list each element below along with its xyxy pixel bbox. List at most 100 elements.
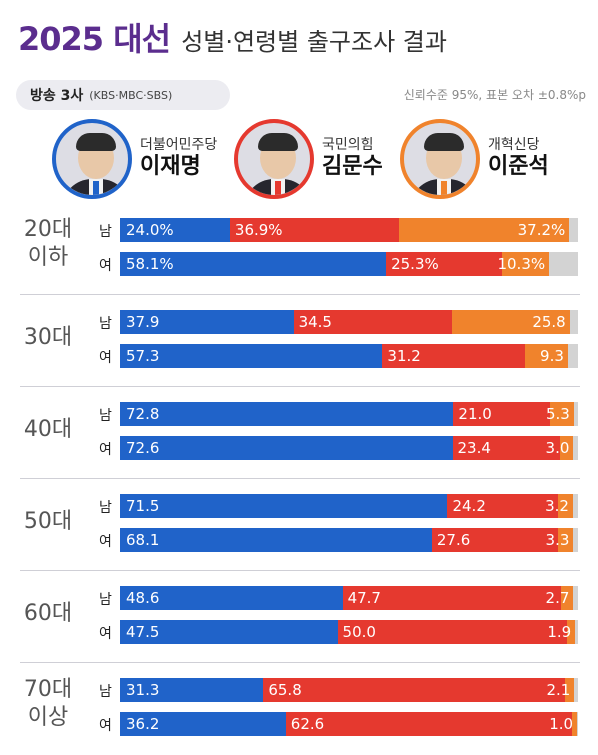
stacked-bar: 31.3 65.8 2.1 [120, 678, 578, 702]
bar-segment-이준석: 5.3 [546, 402, 574, 426]
data-label: 10.3% [497, 255, 546, 273]
group-divider [20, 478, 580, 479]
data-label: 5.3 [546, 405, 570, 423]
data-label: 47.5 [126, 623, 160, 641]
bar-segment-김문수: 25.3% [386, 252, 502, 276]
data-label: 36.2 [126, 715, 160, 733]
bar-segment-김문수: 65.8 [263, 678, 565, 702]
bar-segment-이재명: 47.5 [120, 620, 338, 644]
gender-label: 남 [99, 316, 112, 332]
data-label: 47.7 [347, 589, 381, 607]
group-divider [20, 386, 580, 387]
bar-segment-이준석: 2.1 [546, 678, 575, 702]
bar-segment-이재명: 36.2 [120, 712, 286, 736]
data-label: 34.5 [298, 313, 332, 331]
data-label: 65.8 [268, 681, 302, 699]
data-label: 48.6 [126, 589, 160, 607]
stacked-bar: 36.2 62.6 1.0 [120, 712, 578, 736]
stacked-bar: 71.5 24.2 3.2 [120, 494, 578, 518]
stacked-bar: 37.9 34.5 25.8 [120, 310, 578, 334]
data-label: 71.5 [126, 497, 160, 515]
data-label: 21.0 [458, 405, 492, 423]
group-divider [20, 294, 580, 295]
bar-segment-김문수: 27.6 [431, 528, 559, 552]
gender-label: 여 [99, 258, 112, 274]
bar-segment-김문수: 50.0 [337, 620, 567, 644]
stacked-bar: 58.1% 25.3% 10.3% [120, 252, 578, 276]
bar-segment-김문수: 47.7 [342, 586, 562, 610]
bar-segment-이재명: 68.1 [120, 528, 432, 552]
bar-segment-이재명: 37.9 [120, 310, 294, 334]
age-group-label: 20대 이하 [23, 217, 73, 270]
bar-segment-이준석: 3.2 [545, 494, 573, 518]
gender-label: 남 [99, 592, 112, 608]
gender-label: 여 [99, 626, 112, 642]
candidate-photo-icon [234, 119, 314, 199]
source-badge: 방송 3사 (KBS·MBC·SBS) [16, 80, 230, 110]
bar-segment-이준석: 10.3% [497, 252, 550, 276]
data-label: 1.0 [549, 715, 574, 733]
candidate-1: 더불어민주당 이재명 [52, 113, 217, 205]
stacked-bar: 47.5 50.0 1.9 [120, 620, 578, 644]
candidate-2: 국민의힘 김문수 [234, 113, 383, 205]
data-label: 72.6 [126, 439, 160, 457]
bar-segment-이재명: 58.1% [120, 252, 387, 276]
age-group-label: 50대 [23, 509, 73, 534]
gender-label: 남 [99, 408, 112, 424]
stacked-bar: 48.6 47.7 2.7 [120, 586, 578, 610]
data-label: 9.3 [540, 347, 564, 365]
candidate-name: 이재명 [140, 154, 201, 180]
data-label: 57.3 [126, 347, 160, 365]
gender-label: 여 [99, 442, 112, 458]
stacked-bar: 72.6 23.4 3.0 [120, 436, 578, 460]
gender-label: 여 [99, 534, 112, 550]
bar-segment-이재명: 72.8 [120, 402, 454, 426]
bar-segment-이준석: 2.7 [546, 586, 574, 610]
source-networks: (KBS·MBC·SBS) [89, 88, 173, 102]
chart-title: 2025 대선 성별·연령별 출구조사 결과 [18, 14, 447, 60]
data-label: 31.3 [126, 681, 160, 699]
data-label: 24.0% [126, 221, 174, 239]
bar-segment-이준석: 1.9 [547, 620, 576, 644]
candidate-3: 개혁신당 이준석 [400, 113, 549, 205]
bar-segment-이재명: 57.3 [120, 344, 383, 368]
bar-segment-이준석: 1.0 [549, 712, 578, 736]
bar-segment-김문수: 36.9% [229, 218, 399, 242]
data-label: 3.3 [545, 531, 570, 549]
candidate-party: 국민의힘 [322, 137, 374, 154]
bar-segment-이준석: 25.8 [451, 310, 570, 334]
bar-segment-이준석: 37.2% [398, 218, 570, 242]
stacked-bar: 24.0% 36.9% 37.2% [120, 218, 578, 242]
gender-label: 여 [99, 350, 112, 366]
bar-segment-이준석: 3.0 [546, 436, 574, 460]
bar-segment-김문수: 23.4 [452, 436, 560, 460]
gender-label: 여 [99, 718, 112, 734]
bar-segment-이재명: 71.5 [120, 494, 448, 518]
data-label: 25.8 [532, 313, 566, 331]
data-label: 68.1 [126, 531, 160, 549]
source-label: 방송 3사 [30, 88, 84, 104]
bar-segment-김문수: 21.0 [453, 402, 550, 426]
confidence-note: 신뢰수준 95%, 표본 오차 ±0.8%p [403, 88, 586, 102]
candidate-party: 더불어민주당 [140, 137, 218, 154]
data-label: 23.4 [457, 439, 491, 457]
data-label: 25.3% [391, 255, 439, 273]
bar-segment-이재명: 48.6 [120, 586, 343, 610]
data-label: 2.7 [545, 589, 570, 607]
candidate-name: 이준석 [488, 154, 549, 180]
stacked-bar: 72.8 21.0 5.3 [120, 402, 578, 426]
bar-segment-김문수: 62.6 [285, 712, 573, 736]
age-group-label: 60대 [23, 601, 73, 626]
data-label: 27.6 [436, 531, 471, 549]
data-label: 3.2 [545, 497, 569, 515]
age-group-label: 30대 [23, 325, 73, 350]
bar-segment-이재명: 72.6 [120, 436, 453, 460]
data-label: 31.2 [387, 347, 421, 365]
data-label: 58.1% [126, 255, 174, 273]
title-subtitle: 성별·연령별 출구조사 결과 [181, 28, 447, 56]
data-label: 1.9 [547, 623, 572, 641]
data-label: 50.0 [342, 623, 376, 641]
bar-segment-이준석: 9.3 [525, 344, 568, 368]
stacked-bar: 57.3 31.2 9.3 [120, 344, 578, 368]
candidate-photo-icon [400, 119, 480, 199]
